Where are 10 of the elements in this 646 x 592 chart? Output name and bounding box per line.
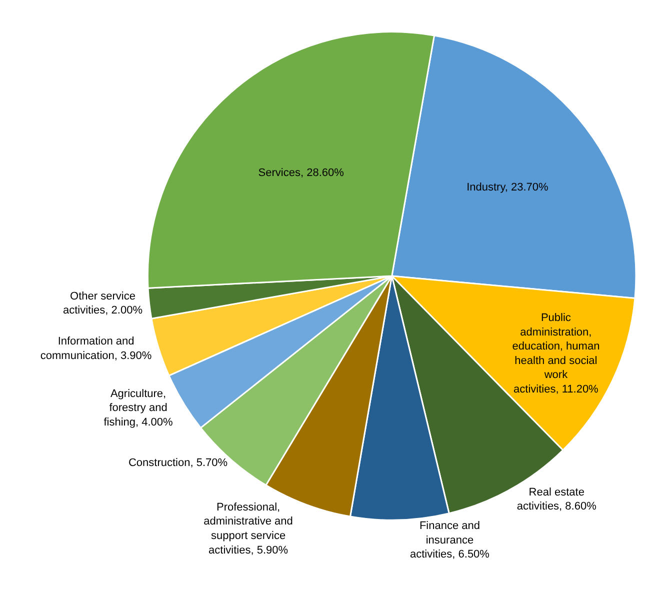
slice-label: Real estate activities, 8.60% [516,486,597,513]
slice-label: Services, 28.60% [258,167,344,180]
slice-label: Other service activities, 2.00% [62,290,143,317]
slice-label: Industry, 23.70% [466,182,549,194]
slice-label: Construction, 5.70% [128,456,228,469]
slice-label: Finance and insurance activities, 6.50% [410,520,490,561]
slice-label: Professional, administrative and support service activities, 5.90% [204,501,293,556]
slice-label: Public administration, education, human health and social work activities, 11.20% [512,312,600,396]
slice-label: Information and communication, 3.90% [40,336,152,362]
slice-label: Agriculture, forestry and fishing, 4.00% [104,388,174,428]
